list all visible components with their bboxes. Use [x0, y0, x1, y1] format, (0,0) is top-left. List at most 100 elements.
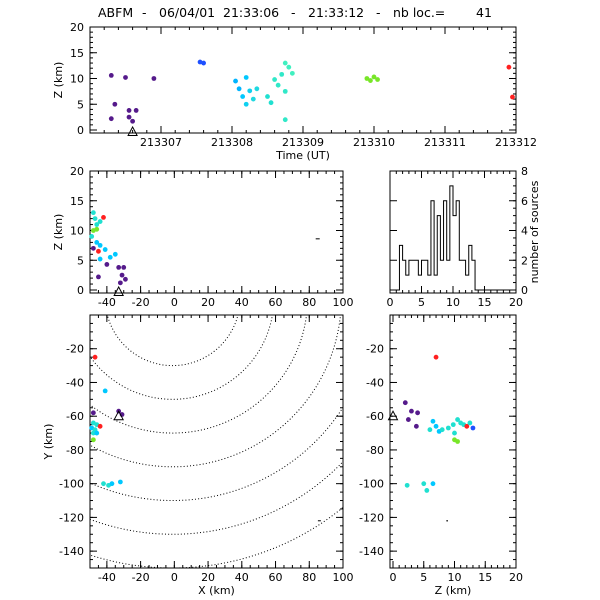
- lightning-source-point: [97, 219, 103, 224]
- lightning-source-point: [233, 78, 238, 84]
- lightning-source-point: [455, 439, 460, 444]
- range-ring: [106, 315, 239, 367]
- lightning-source-point: [90, 437, 96, 443]
- lightning-source-point: [94, 222, 100, 227]
- lightning-source-point: [107, 254, 113, 260]
- lightning-source-point: [452, 430, 457, 436]
- y-axis-label: Y (km): [42, 424, 55, 461]
- histogram-bars: [390, 185, 516, 291]
- title-count-label: nb loc.=: [393, 5, 445, 20]
- x-tick-label: 0: [171, 571, 178, 584]
- lightning-source-point: [102, 388, 108, 394]
- x-tick-label: 0: [390, 571, 397, 584]
- lightning-source-point: [201, 60, 207, 66]
- title-count-value: 41: [476, 5, 492, 20]
- lightning-source-point: [94, 430, 100, 436]
- y-tick-label: 0: [77, 124, 84, 137]
- x-tick-label: 100: [333, 571, 354, 584]
- z-y-view-panel: 0 5 10 15 20 -140 -120 -100 -80 -60 -40 -20 Z (km): [359, 314, 523, 597]
- lightning-source-point: [104, 262, 110, 267]
- x-tick-label: 20: [201, 296, 215, 309]
- histogram-bin: [444, 201, 447, 290]
- lightning-source-point: [96, 248, 101, 254]
- x-tick-label: 40: [235, 571, 249, 584]
- histogram-bin: [456, 201, 459, 290]
- lightning-source-point: [427, 427, 433, 433]
- station-triangle-marker: [387, 410, 399, 421]
- lightning-source-point: [279, 71, 285, 77]
- lightning-source-point: [89, 234, 95, 239]
- range-ring: [90, 315, 308, 434]
- lightning-source-point: [130, 118, 136, 124]
- x-tick-label: -40: [98, 571, 116, 584]
- y-axis-label: Z (km): [52, 214, 65, 251]
- histogram-bin: [462, 260, 465, 290]
- lightning-source-point: [404, 482, 410, 488]
- lightning-source-point: [116, 264, 122, 270]
- y-tick-label: -100: [59, 478, 84, 491]
- station-triangle-marker: [127, 125, 138, 136]
- lightning-source-point: [409, 408, 414, 414]
- lightning-source-point: [94, 240, 100, 245]
- lightning-source-point: [430, 481, 436, 487]
- lightning-source-point: [117, 479, 123, 485]
- histogram-bin: [431, 201, 434, 290]
- x-tick-label: -20: [132, 296, 150, 309]
- x-tick-label: 5: [420, 571, 427, 584]
- x-tick-label: 15: [478, 296, 492, 309]
- lightning-source-point: [97, 256, 103, 262]
- y-tick-label: -100: [359, 478, 384, 491]
- y-tick-label: -120: [359, 511, 384, 524]
- lightning-source-point: [371, 74, 377, 80]
- x-tick-label: 20: [201, 571, 215, 584]
- lightning-source-point: [282, 117, 288, 123]
- x-tick-label: 40: [235, 296, 249, 309]
- range-rings: [90, 315, 343, 568]
- x-tick-label: 60: [269, 296, 283, 309]
- figure-title: ABFM - 06/04/01 21:33:06 - 21:33:12 - nb…: [98, 5, 492, 20]
- lightning-source-point: [364, 76, 370, 81]
- lightning-source-point: [402, 400, 408, 406]
- x-tick-label: 10: [448, 571, 462, 584]
- x-tick-label: 213310: [353, 136, 395, 149]
- lightning-source-point: [455, 417, 460, 422]
- title-separator: -: [291, 5, 296, 20]
- y-tick-label: 5: [77, 98, 84, 111]
- lightning-source-point: [430, 418, 436, 424]
- lightning-source-point: [368, 78, 373, 83]
- y-tick-label: 8: [521, 165, 528, 178]
- lightning-source-point: [94, 226, 100, 232]
- lightning-source-point: [415, 410, 420, 416]
- histogram-bin: [466, 275, 469, 290]
- lightning-source-point: [445, 425, 451, 431]
- y-tick-label: -60: [66, 410, 84, 423]
- lightning-source-point: [421, 481, 427, 487]
- histogram-bin: [409, 260, 412, 290]
- lightning-source-point: [151, 76, 157, 81]
- lightning-source-point: [286, 64, 292, 70]
- lightning-source-point: [90, 210, 96, 216]
- title-time-end: 21:33:12: [308, 5, 364, 20]
- plan-view-panel: -40 -20 0 20 40 60 80 100 -140 -120 -100 -80 -60 -40 -…: [42, 314, 354, 597]
- y-tick-label: 10: [70, 225, 84, 238]
- title-station: ABFM: [98, 5, 133, 20]
- histogram-bin: [459, 260, 462, 290]
- time-height-panel: 213307 213308 213309 213310 213311 213312 0 5 10…: [52, 21, 537, 162]
- lightning-source-point: [254, 86, 260, 92]
- y-tick-label: 15: [70, 195, 84, 208]
- lightning-source-point: [112, 101, 118, 107]
- lightning-source-point: [97, 423, 103, 429]
- histogram-bin: [399, 245, 402, 290]
- histogram-bin: [450, 186, 453, 290]
- x-tick-label: 5: [418, 296, 425, 309]
- y-axis-label: number of sources: [528, 180, 541, 283]
- x-tick-label: 15: [478, 571, 492, 584]
- x-tick-label: 213312: [495, 136, 537, 149]
- lightning-source-point: [97, 242, 103, 248]
- lightning-source-point: [470, 425, 476, 431]
- x-tick-label: 213309: [282, 136, 324, 149]
- y-tick-label: 15: [70, 47, 84, 60]
- lightning-source-point: [96, 274, 101, 280]
- y-tick-label: -40: [66, 376, 84, 389]
- histogram-bin: [428, 275, 431, 290]
